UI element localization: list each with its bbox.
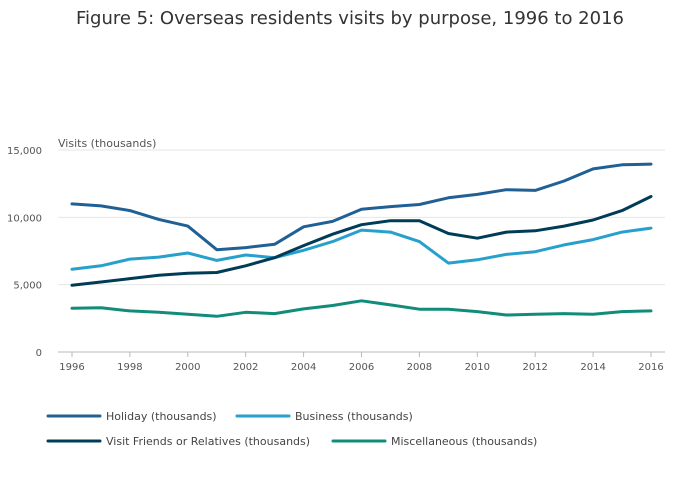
x-tick-label: 2000 (175, 362, 200, 373)
series-line-4 (70, 299, 653, 318)
axes: 0 5,000 10,000 15,000 1996 1998 2000 2002 2004 20… (7, 146, 665, 373)
x-tick-label: 2014 (580, 362, 605, 373)
legend-item[interactable]: Business (thousands) (235, 410, 413, 423)
legend-item[interactable]: Miscellaneous (thousands) (331, 435, 537, 448)
series-line-1 (70, 162, 653, 252)
y-axis-label: Visits (thousands) (58, 137, 156, 150)
y-tick-label: 10,000 (7, 213, 42, 224)
x-tick-label: 2006 (349, 362, 374, 373)
legend-item[interactable]: Holiday (thousands) (46, 410, 217, 423)
y-tick-label: 0 (36, 348, 42, 359)
legend-label: Visit Friends or Relatives (thousands) (106, 435, 310, 448)
x-tick-label: 2016 (638, 362, 663, 373)
legend-label: Holiday (thousands) (106, 410, 217, 423)
gridlines (58, 149, 665, 286)
x-tick-label: 2008 (407, 362, 432, 373)
chart-title: Figure 5: Overseas residents visits by p… (76, 8, 624, 29)
y-tick-label: 15,000 (7, 146, 42, 157)
x-tick-label: 2012 (522, 362, 547, 373)
x-tick-label: 1996 (59, 362, 84, 373)
series-lines (70, 162, 653, 318)
x-tick-label: 2002 (233, 362, 258, 373)
x-tick-label: 2004 (291, 362, 316, 373)
x-tick-label: 1998 (117, 362, 142, 373)
legend-label: Miscellaneous (thousands) (391, 435, 537, 448)
legend-item[interactable]: Visit Friends or Relatives (thousands) (46, 435, 310, 448)
legend: Holiday (thousands) Business (thousands) V… (46, 410, 537, 448)
series-line-3 (70, 195, 653, 287)
series-line-2 (70, 226, 653, 271)
legend-label: Business (thousands) (295, 410, 413, 423)
y-tick-label: 5,000 (13, 281, 42, 292)
x-tick-label: 2010 (465, 362, 490, 373)
